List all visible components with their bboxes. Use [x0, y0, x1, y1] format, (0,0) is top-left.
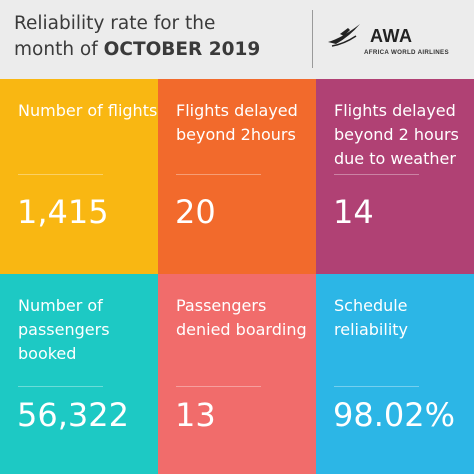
tile-divider	[176, 386, 261, 387]
tile-flights-delayed: Flights delayed beyond 2hours 20	[158, 79, 316, 274]
header-divider	[312, 10, 313, 68]
tile-number-of-flights: Number of flights 1,415	[0, 79, 158, 274]
tile-divider	[18, 174, 103, 175]
tile-label: Schedule reliability	[334, 296, 408, 339]
tile-divider	[334, 174, 419, 175]
tile-passengers-denied: Passengers denied boarding 13	[158, 274, 316, 474]
logo-name: AWA	[370, 26, 413, 46]
tile-schedule-reliability: Schedule reliability 98.02%	[316, 274, 474, 474]
tile-flights-delayed-weather: Flights delayed beyond 2 hours due to we…	[316, 79, 474, 274]
tile-label: Number of passengers booked	[18, 296, 110, 363]
tile-label: Number of flights	[18, 101, 158, 120]
tile-value: 20	[175, 193, 216, 231]
tile-divider	[334, 386, 419, 387]
tile-label: Flights delayed beyond 2 hours due to we…	[334, 101, 459, 168]
tile-value: 1,415	[17, 193, 109, 231]
tile-value: 13	[175, 396, 216, 434]
title-prefix: month of	[14, 39, 104, 60]
title-line-1: Reliability rate for the	[14, 13, 216, 34]
awa-logo: AWA AFRICA WORLD AIRLINES	[326, 20, 466, 64]
header: Reliability rate for the month of OCTOBE…	[0, 0, 474, 79]
logo-subtitle: AFRICA WORLD AIRLINES	[364, 49, 449, 56]
tile-label: Passengers denied boarding	[176, 296, 307, 339]
title-month: OCTOBER 2019	[103, 39, 261, 60]
airplane-swoosh-icon	[328, 24, 360, 47]
page-title: Reliability rate for the month of OCTOBE…	[14, 11, 260, 63]
tile-passengers-booked: Number of passengers booked 56,322	[0, 274, 158, 474]
tile-divider	[176, 174, 261, 175]
tile-label: Flights delayed beyond 2hours	[176, 101, 298, 144]
tile-value: 56,322	[17, 396, 129, 434]
tile-value: 98.02%	[333, 396, 456, 434]
tile-divider	[18, 386, 103, 387]
tile-value: 14	[333, 193, 374, 231]
title-line-2: month of OCTOBER 2019	[14, 37, 260, 63]
